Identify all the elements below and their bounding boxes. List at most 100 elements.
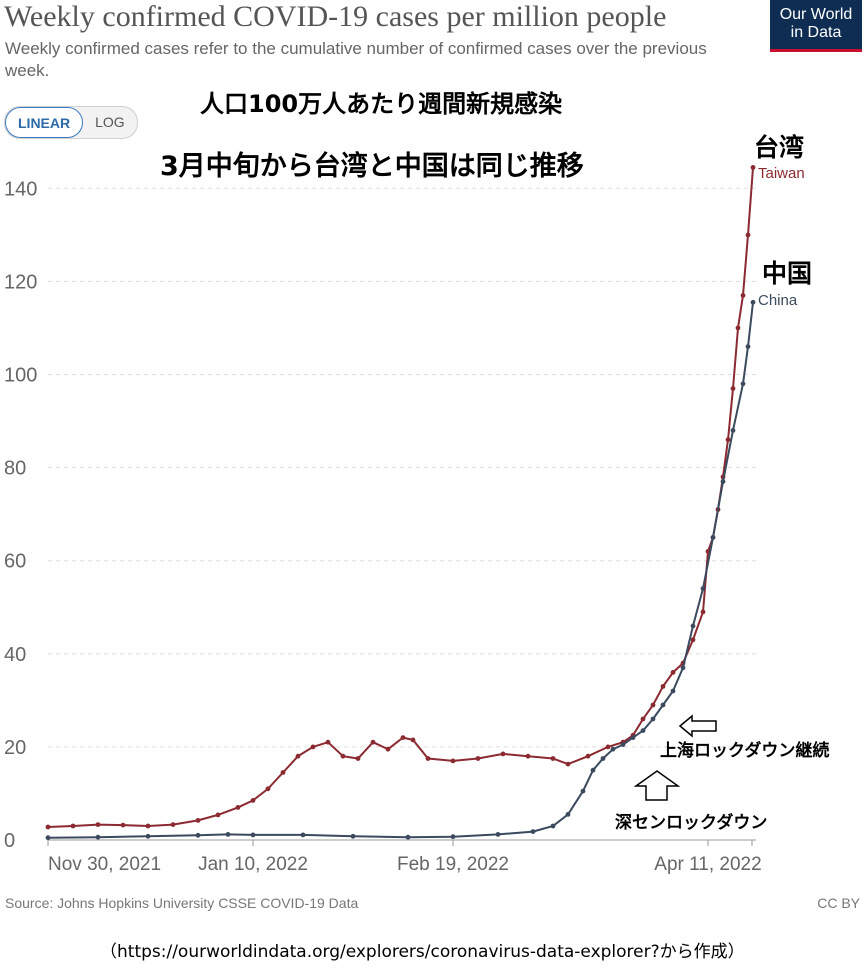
data-point-china[interactable] xyxy=(740,381,746,387)
logo-line-2: in Data xyxy=(790,24,842,41)
data-point-china[interactable] xyxy=(730,428,736,433)
data-point-taiwan[interactable] xyxy=(750,165,756,170)
data-point-china[interactable] xyxy=(750,299,756,305)
data-point-china[interactable] xyxy=(495,832,501,837)
data-point-china[interactable] xyxy=(145,833,151,839)
data-point-taiwan[interactable] xyxy=(215,812,221,818)
x-tick-label: Jan 10, 2022 xyxy=(198,854,308,875)
data-point-taiwan[interactable] xyxy=(425,756,431,761)
x-tick-label: Feb 19, 2022 xyxy=(397,854,509,875)
data-point-china[interactable] xyxy=(680,665,686,671)
data-point-taiwan[interactable] xyxy=(700,609,706,615)
data-point-china[interactable] xyxy=(600,756,606,761)
data-point-china[interactable] xyxy=(640,728,646,733)
data-point-china[interactable] xyxy=(710,535,716,540)
series-line-taiwan xyxy=(47,167,754,828)
y-tick-label: 40 xyxy=(4,644,26,666)
data-point-china[interactable] xyxy=(620,742,626,747)
data-point-taiwan[interactable] xyxy=(265,786,271,792)
data-point-taiwan[interactable] xyxy=(410,737,416,743)
data-point-taiwan[interactable] xyxy=(650,702,656,708)
data-point-china[interactable] xyxy=(660,702,666,708)
series-label-china: China xyxy=(758,292,798,309)
data-point-taiwan[interactable] xyxy=(120,822,126,828)
data-point-taiwan[interactable] xyxy=(325,739,331,745)
y-tick-label: 140 xyxy=(4,178,37,200)
data-point-china[interactable] xyxy=(565,812,571,817)
y-tick-label: 60 xyxy=(4,551,26,573)
data-point-china[interactable] xyxy=(195,832,201,838)
data-point-taiwan[interactable] xyxy=(310,744,316,750)
data-point-taiwan[interactable] xyxy=(400,735,406,740)
data-point-taiwan[interactable] xyxy=(500,751,506,757)
data-point-china[interactable] xyxy=(450,834,456,840)
data-point-taiwan[interactable] xyxy=(730,386,736,391)
data-point-taiwan[interactable] xyxy=(745,232,751,238)
data-point-taiwan[interactable] xyxy=(525,753,531,759)
data-point-taiwan[interactable] xyxy=(340,753,346,759)
data-point-taiwan[interactable] xyxy=(385,746,391,752)
y-tick-label: 0 xyxy=(4,830,15,852)
data-point-china[interactable] xyxy=(405,834,411,840)
data-point-taiwan[interactable] xyxy=(195,818,201,823)
data-point-taiwan[interactable] xyxy=(295,753,301,759)
log-scale-button[interactable]: LOG xyxy=(95,114,125,130)
data-point-china[interactable] xyxy=(630,735,636,740)
scale-toggle: LINEAR LOG xyxy=(4,106,138,139)
data-point-taiwan[interactable] xyxy=(740,293,746,298)
license-link[interactable]: CC BY xyxy=(817,895,860,911)
data-point-taiwan[interactable] xyxy=(475,756,481,761)
data-point-china[interactable] xyxy=(670,688,676,694)
data-point-taiwan[interactable] xyxy=(725,437,731,443)
linear-scale-button[interactable]: LINEAR xyxy=(5,107,84,138)
data-point-taiwan[interactable] xyxy=(70,823,76,829)
data-point-china[interactable] xyxy=(300,832,306,838)
data-point-china[interactable] xyxy=(95,834,101,840)
shenzhen-lockdown-annotation: 深センロックダウン xyxy=(615,813,768,833)
taiwan-jp-annotation: 台湾 xyxy=(754,133,805,162)
data-point-taiwan[interactable] xyxy=(170,822,176,827)
data-point-china[interactable] xyxy=(530,829,536,834)
data-point-china[interactable] xyxy=(690,623,696,629)
data-point-china[interactable] xyxy=(720,479,726,484)
data-point-china[interactable] xyxy=(250,832,256,838)
data-point-china[interactable] xyxy=(580,788,586,794)
data-point-china[interactable] xyxy=(610,746,616,752)
data-point-taiwan[interactable] xyxy=(280,770,286,775)
data-point-taiwan[interactable] xyxy=(735,325,741,331)
data-point-taiwan[interactable] xyxy=(605,744,611,750)
url-note: （https://ourworldindata.org/explorers/co… xyxy=(100,942,745,962)
data-point-taiwan[interactable] xyxy=(640,716,646,722)
data-point-china[interactable] xyxy=(350,833,356,839)
y-tick-label: 100 xyxy=(4,365,37,387)
data-point-taiwan[interactable] xyxy=(550,756,556,761)
source-note: Source: Johns Hopkins University CSSE CO… xyxy=(5,895,359,911)
data-point-china[interactable] xyxy=(700,586,706,591)
data-point-china[interactable] xyxy=(225,832,231,837)
owid-logo[interactable]: Our World in Data xyxy=(770,0,862,52)
data-point-taiwan[interactable] xyxy=(95,822,101,827)
data-point-china[interactable] xyxy=(590,767,596,773)
data-point-taiwan[interactable] xyxy=(565,761,571,767)
data-point-taiwan[interactable] xyxy=(690,637,696,643)
data-point-taiwan[interactable] xyxy=(45,824,51,830)
data-point-taiwan[interactable] xyxy=(660,684,666,689)
data-point-taiwan[interactable] xyxy=(355,756,361,761)
up-arrow-icon xyxy=(633,770,681,801)
data-point-taiwan[interactable] xyxy=(670,670,676,675)
data-point-taiwan[interactable] xyxy=(450,758,456,764)
chart-subtitle: Weekly confirmed cases refer to the cumu… xyxy=(5,39,707,80)
data-point-china[interactable] xyxy=(745,344,751,349)
data-point-china[interactable] xyxy=(650,716,656,722)
data-point-china[interactable] xyxy=(550,823,556,829)
data-point-china[interactable] xyxy=(45,835,51,841)
data-point-taiwan[interactable] xyxy=(585,753,591,759)
data-point-taiwan[interactable] xyxy=(145,823,151,829)
y-tick-label: 120 xyxy=(4,271,37,293)
left-arrow-icon xyxy=(678,714,717,738)
data-point-taiwan[interactable] xyxy=(250,798,256,803)
data-point-taiwan[interactable] xyxy=(370,739,376,745)
shanghai-lockdown-annotation: 上海ロックダウン継続 xyxy=(660,741,830,761)
data-point-taiwan[interactable] xyxy=(235,805,241,810)
